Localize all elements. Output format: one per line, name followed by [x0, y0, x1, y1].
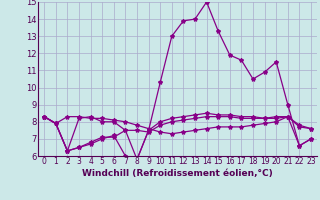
X-axis label: Windchill (Refroidissement éolien,°C): Windchill (Refroidissement éolien,°C) — [82, 169, 273, 178]
